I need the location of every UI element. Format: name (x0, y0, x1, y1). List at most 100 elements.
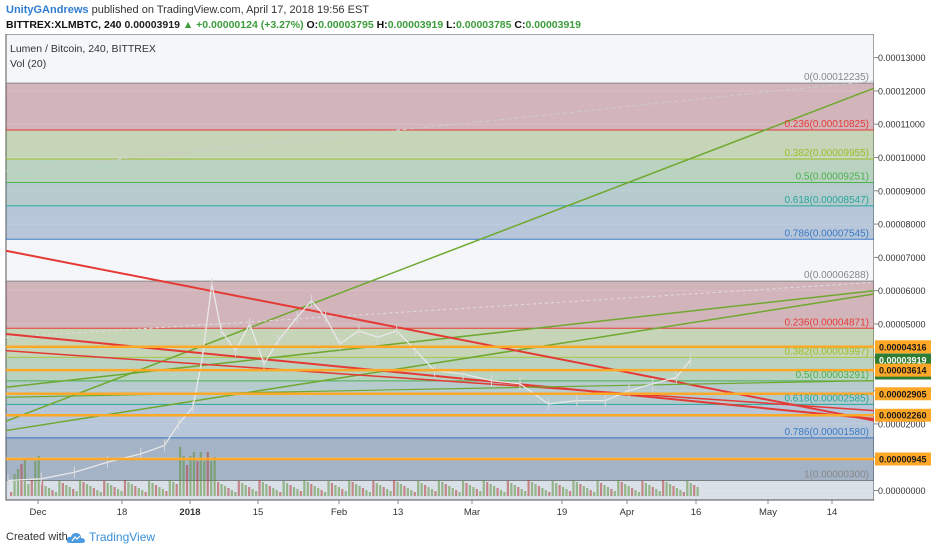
volume-bar (675, 488, 679, 496)
fib-label: 0.618(0.00008547) (784, 195, 869, 206)
volume-bar (175, 484, 178, 496)
price-tag-label: 0.00002260 (879, 411, 927, 421)
volume-bar (455, 490, 458, 496)
trend-line (5, 80, 875, 172)
x-tick-label: 14 (827, 507, 838, 518)
volume-bar (479, 491, 482, 496)
volume-bar (323, 492, 327, 496)
x-tick-label: Feb (331, 507, 347, 518)
volume-bar (520, 489, 523, 496)
volume-bar (486, 482, 489, 496)
volume-bar (16, 469, 20, 496)
volume-bar (624, 484, 627, 496)
fib-zone (6, 130, 874, 159)
volume-bar (382, 487, 385, 496)
volume-bar (123, 480, 127, 496)
volume-bar (389, 491, 392, 496)
volume-bar (258, 480, 261, 496)
volume-bar (392, 480, 396, 496)
volume-bar (530, 482, 534, 496)
x-tick-label: Dec (30, 507, 47, 518)
plot-area[interactable] (5, 34, 875, 501)
volume-bar (47, 488, 51, 496)
x-tick-label: 18 (117, 507, 128, 518)
volume-bar (544, 490, 547, 496)
volume-bar (185, 465, 189, 496)
volume-bar (368, 492, 371, 496)
volume-bar (89, 486, 92, 496)
volume-bar (275, 490, 278, 496)
volume-bar (472, 487, 475, 496)
x-tick-label: Mar (464, 507, 480, 518)
volume-bar (344, 491, 347, 496)
volume-bar (510, 483, 513, 496)
volume-bar (372, 481, 375, 496)
y-tick-label: 0.00009000 (878, 186, 926, 196)
volume-bar (13, 474, 16, 496)
trend-line (5, 332, 875, 420)
volume-bar (586, 488, 589, 496)
volume-bar (475, 489, 478, 496)
y-tick-label: 0.00010000 (878, 153, 926, 163)
fib-label: 0.382(0.00003997) (784, 346, 869, 357)
volume-bar (551, 481, 554, 496)
volume-bar (496, 488, 499, 496)
volume-bar (310, 484, 313, 496)
footer: Created with TradingView (0, 526, 932, 550)
volume-bar (289, 485, 292, 496)
volume-bar (82, 482, 85, 496)
volume-bar (206, 452, 209, 496)
volume-bar (379, 485, 382, 496)
volume-bar (272, 488, 275, 496)
trend-line (5, 87, 875, 422)
up-arrow-icon: ▲ (182, 19, 194, 31)
volume-bar (261, 482, 265, 496)
tradingview-brand[interactable]: TradingView (89, 530, 156, 544)
volume-bar (134, 486, 137, 496)
volume-bar (327, 481, 330, 496)
volume-bar (348, 480, 351, 496)
volume-bar (203, 461, 206, 496)
price-chart[interactable]: 0(0.00012235) 0.236(0.00010825) 0.382(0.00… (0, 34, 932, 526)
price-tag (875, 363, 931, 377)
volume-bar (10, 492, 13, 496)
volume-bar (517, 487, 520, 496)
volume-bar (437, 480, 440, 496)
volume-bar (582, 486, 585, 496)
volume-bar (665, 482, 668, 496)
volume-bar (651, 487, 654, 496)
volume-bar (158, 487, 161, 496)
volume-bar (241, 483, 244, 496)
price-tag-label: 0.00000945 (879, 455, 927, 465)
volume-bar (96, 490, 99, 496)
chart-legend-title: Lumen / Bitcoin, 240, BITTREX (10, 43, 156, 55)
volume-bar (641, 481, 644, 496)
author-link[interactable]: UnityGAndrews (6, 4, 89, 16)
fib-label: 0.236(0.00004871) (784, 317, 869, 328)
volume-bar (292, 487, 296, 496)
volume-bar (524, 491, 527, 496)
volume-bar (23, 459, 26, 496)
volume-bar (568, 491, 572, 496)
volume-bar (248, 487, 251, 496)
volume-bar (513, 485, 516, 496)
fib-label: 0.5(0.00009251) (796, 171, 869, 182)
volume-bar (593, 492, 596, 496)
volume-bar (234, 492, 237, 496)
volume-bar (303, 480, 306, 496)
volume-bar (610, 489, 613, 496)
volume-bar (317, 488, 320, 496)
y-tick-label: 0.00006000 (878, 286, 926, 296)
volume-bar (68, 487, 71, 496)
price-tag (875, 353, 931, 367)
published-text: published on TradingView.com, April 17, … (91, 4, 370, 16)
volume-bar (655, 489, 658, 496)
volume-bar (413, 492, 416, 496)
volume-bar (558, 485, 561, 496)
fib-label: 0.5(0.00003291) (796, 370, 869, 381)
volume-bar (637, 492, 641, 496)
volume-bar (341, 489, 344, 496)
fib-zone (6, 83, 874, 131)
volume-bar (361, 488, 365, 496)
volume-bar (237, 481, 240, 496)
